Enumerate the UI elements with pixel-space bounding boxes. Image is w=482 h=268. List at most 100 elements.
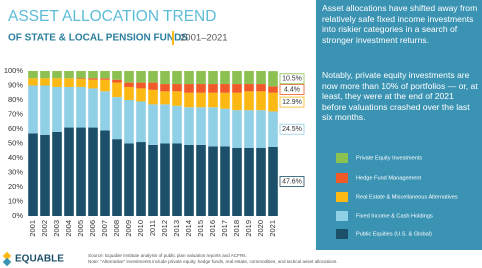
legend-label: Fixed Income & Cash Holdings bbox=[356, 213, 433, 219]
bar-segment bbox=[148, 144, 158, 216]
bar-segment bbox=[136, 71, 146, 83]
y-tick-label: 100% bbox=[4, 66, 24, 75]
chart-subtitle: OF STATE & LOCAL PENSION FUNDS bbox=[8, 33, 188, 44]
bar-segment bbox=[40, 134, 50, 216]
legend-label: Private Equity Investments bbox=[356, 155, 422, 161]
bar-segment bbox=[76, 78, 86, 87]
bar-segment bbox=[268, 92, 278, 112]
bar-segment bbox=[100, 79, 110, 92]
bar-segment bbox=[76, 78, 86, 79]
bar-segment bbox=[232, 84, 242, 93]
bar-segment bbox=[244, 91, 254, 111]
x-tick-label: 2015 bbox=[196, 220, 205, 237]
legend-swatch bbox=[336, 211, 348, 221]
bar-segment bbox=[256, 91, 266, 111]
bar-segment bbox=[184, 71, 194, 85]
y-tick-label: 70% bbox=[8, 109, 23, 118]
bar-segment bbox=[208, 146, 218, 216]
bar-segment bbox=[136, 142, 146, 216]
bar-segment bbox=[196, 84, 206, 93]
bar-segment bbox=[100, 78, 110, 80]
bar-segment bbox=[136, 88, 146, 102]
legend-label: Public Equities (U.S. & Global) bbox=[356, 231, 432, 237]
bar-segment bbox=[172, 71, 182, 85]
separator bbox=[172, 31, 174, 45]
bar-segment bbox=[52, 86, 62, 132]
legend-swatch bbox=[336, 173, 348, 183]
x-tick-label: 2017 bbox=[220, 220, 229, 237]
y-tick-label: 0% bbox=[12, 211, 23, 220]
bar-segment bbox=[88, 127, 98, 216]
y-tick-label: 30% bbox=[8, 167, 23, 176]
y-tick-label: 10% bbox=[8, 196, 23, 205]
bar-segment bbox=[196, 144, 206, 216]
bar-segment bbox=[40, 78, 50, 86]
bar-segment bbox=[232, 71, 242, 85]
bar-segment bbox=[184, 92, 194, 108]
bar-segment bbox=[196, 107, 206, 145]
x-tick-label: 2021 bbox=[268, 220, 277, 237]
bar-segment bbox=[28, 78, 38, 86]
y-tick-label: 60% bbox=[8, 124, 23, 133]
y-tick-label: 20% bbox=[8, 182, 23, 191]
bar-segment bbox=[268, 71, 278, 87]
chart-title: ASSET ALLOCATION TREND bbox=[8, 8, 216, 25]
bar-segment bbox=[256, 110, 266, 148]
x-tick-label: 2006 bbox=[88, 220, 97, 237]
legend-label: Real Estate & Miscellaneous Alternatives bbox=[356, 194, 458, 200]
x-tick-label: 2014 bbox=[184, 220, 193, 237]
value-label: 24.5% bbox=[282, 126, 302, 133]
bar-segment bbox=[160, 71, 170, 85]
bar-segment bbox=[148, 82, 158, 90]
bar-segment bbox=[244, 110, 254, 148]
annotation: Asset allocations have shifted away from… bbox=[322, 3, 478, 45]
bar-segment bbox=[76, 127, 86, 216]
bar-segment bbox=[244, 84, 254, 92]
x-tick-label: 2005 bbox=[76, 220, 85, 237]
value-label-box bbox=[279, 96, 305, 108]
x-tick-label: 2018 bbox=[232, 220, 241, 237]
bar-segment bbox=[124, 71, 134, 83]
y-tick-label: 90% bbox=[8, 80, 23, 89]
bar-segment bbox=[136, 101, 146, 143]
x-tick-label: 2008 bbox=[112, 220, 121, 237]
x-tick-label: 2013 bbox=[172, 220, 181, 237]
bar-segment bbox=[232, 92, 242, 111]
y-tick-label: 40% bbox=[8, 153, 23, 162]
legend-swatch bbox=[336, 229, 348, 239]
logo: EQUABLE bbox=[2, 251, 64, 267]
bar-segment bbox=[232, 110, 242, 148]
bar-segment bbox=[220, 92, 230, 109]
bar-segment bbox=[160, 91, 170, 105]
value-label-box bbox=[279, 123, 305, 135]
y-tick-label: 80% bbox=[8, 95, 23, 104]
bar-segment bbox=[76, 86, 86, 128]
x-tick-label: 2007 bbox=[100, 220, 109, 237]
bar-segment bbox=[40, 71, 50, 79]
value-label-box bbox=[279, 176, 305, 187]
bar-segment bbox=[160, 143, 170, 216]
bar-segment bbox=[220, 146, 230, 216]
value-label: 10.5% bbox=[282, 76, 302, 83]
x-tick-label: 2011 bbox=[148, 220, 157, 236]
bar-segment bbox=[244, 147, 254, 216]
bar-segment bbox=[184, 84, 194, 93]
x-tick-label: 2010 bbox=[136, 220, 145, 237]
bar-segment bbox=[28, 85, 38, 134]
logo-text: EQUABLE bbox=[15, 254, 64, 265]
x-tick-label: 2004 bbox=[64, 220, 73, 237]
bar-segment bbox=[100, 71, 110, 79]
bar-segment bbox=[88, 78, 98, 80]
x-tick-label: 2002 bbox=[40, 220, 49, 237]
bar-segment bbox=[208, 84, 218, 93]
bar-segment bbox=[52, 78, 62, 87]
bar-segment bbox=[64, 86, 74, 128]
bar-segment bbox=[196, 92, 206, 108]
bar-segment bbox=[124, 86, 134, 100]
bar-segment bbox=[160, 104, 170, 144]
date-range: 2001–2021 bbox=[180, 33, 228, 44]
bar-segment bbox=[76, 71, 86, 79]
bar-segment bbox=[64, 78, 74, 87]
bar-segment bbox=[64, 71, 74, 79]
